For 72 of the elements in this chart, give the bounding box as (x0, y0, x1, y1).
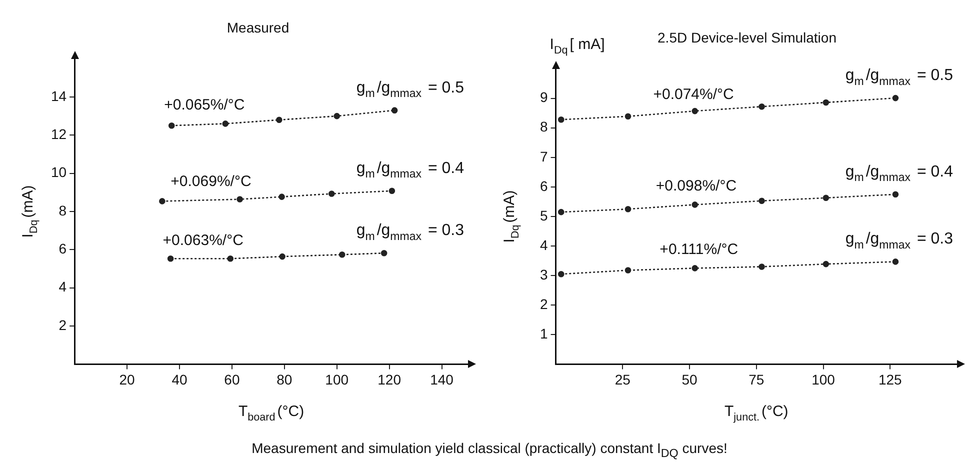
point (167, 255, 174, 262)
y-tick-label: 2 (540, 296, 548, 312)
y-tick-label: 7 (540, 148, 548, 164)
y-tick-label: 8 (58, 202, 67, 218)
point (892, 258, 899, 265)
x-tick-label: 80 (276, 371, 292, 388)
x-tick-label: 25 (614, 371, 631, 388)
annotation: +0.069%/°C (170, 173, 252, 190)
point (892, 94, 899, 102)
y-tick-label: 5 (540, 207, 548, 224)
point (624, 206, 632, 212)
point (692, 265, 698, 272)
point (338, 251, 346, 258)
point (159, 198, 166, 204)
y-tick-label: 9 (540, 89, 548, 106)
point (758, 198, 765, 204)
y-tick-label: 10 (50, 164, 67, 180)
y-tick-label: 6 (58, 240, 67, 257)
point (822, 260, 830, 268)
point (822, 99, 830, 106)
y-tick-label: 8 (540, 118, 548, 135)
x-tick-label: 100 (812, 371, 836, 388)
x-tick-label: 60 (224, 371, 240, 388)
point (692, 202, 698, 208)
x-tick-label: 100 (325, 371, 349, 388)
annotation: +0.063%/°C (162, 232, 244, 250)
y-tick-label: 2 (58, 316, 67, 333)
point (558, 208, 564, 216)
y-tick-label: 6 (540, 178, 548, 194)
point (692, 108, 698, 114)
y-tick-label: 4 (58, 278, 67, 295)
point (334, 112, 340, 120)
y-axis-title: IDq(mA) (500, 190, 522, 243)
x-tick-label: 75 (748, 371, 764, 388)
y-axis-title: IDq(mA) (20, 185, 40, 238)
point (227, 255, 234, 262)
y-tick-label: 1 (540, 326, 548, 342)
annotation: +0.065%/°C (164, 96, 245, 114)
point (558, 270, 564, 278)
point (758, 103, 765, 110)
point (279, 253, 286, 260)
point (892, 191, 899, 198)
point (236, 196, 243, 202)
x-tick-label: 50 (682, 371, 698, 388)
point (276, 116, 282, 124)
point (380, 250, 388, 256)
point (758, 264, 765, 270)
y-tick-label: 4 (540, 236, 548, 253)
point (558, 116, 564, 123)
point (624, 267, 632, 274)
x-tick-label: 125 (878, 371, 902, 388)
text: Measurement and simulation yield classical (practically) constant I$_{DQ}$ curves! (250, 440, 728, 460)
y-tick-label: 3 (540, 266, 548, 282)
point (328, 190, 335, 197)
annotation: +0.074%/°C (653, 86, 734, 104)
x-tick-label: 120 (378, 371, 402, 388)
chart-title: 2.5D Device-level Simulation (658, 29, 836, 46)
x-tick-label: 140 (430, 371, 454, 388)
x-tick-label: 20 (119, 371, 136, 388)
point (222, 120, 229, 127)
annotation: +0.098%/°C (656, 178, 737, 195)
point (391, 107, 398, 114)
point (388, 188, 396, 194)
point (624, 113, 632, 120)
chart-title: Measured (226, 19, 290, 36)
annotation: +0.111%/°C (660, 241, 738, 258)
point (822, 194, 830, 202)
x-tick-label: 40 (172, 371, 188, 388)
point (278, 194, 285, 200)
point (168, 122, 175, 129)
y-tick-label: 12 (50, 126, 67, 142)
y-tick-label: 14 (50, 88, 67, 104)
